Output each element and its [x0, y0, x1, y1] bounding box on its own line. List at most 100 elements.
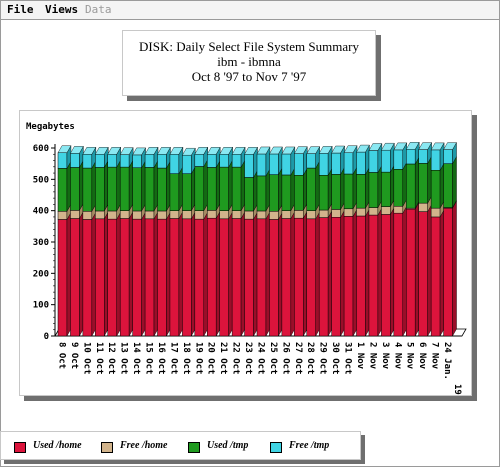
bar-free-home-18 — [269, 211, 279, 220]
bar-free-tmp-25-top — [356, 144, 370, 153]
x-tick-label-3: 10 Oct — [81, 342, 91, 375]
bar-free-home-3 — [82, 211, 93, 220]
bar-used-tmp-31 — [430, 169, 441, 209]
bar-used-tmp-20 — [294, 175, 304, 211]
bar-free-home-8 — [144, 210, 155, 220]
bar-free-tmp-29 — [406, 149, 416, 165]
x-tick-label-32: 24 Jan. — [442, 342, 452, 380]
bar-free-tmp-9 — [157, 154, 167, 169]
bar-free-home-24 — [343, 208, 354, 217]
x-tick-label-31: 7 Nov — [430, 342, 440, 370]
bar-free-tmp-16 — [244, 154, 254, 178]
x-tick-label-21: 28 Oct — [305, 342, 315, 375]
bar-used-home-29 — [406, 208, 416, 337]
y-tick-label-100: 100 — [33, 301, 49, 311]
bar-free-home-6 — [119, 210, 130, 219]
x-tick-label-23: 30 Oct — [330, 342, 340, 375]
bar-used-home-16 — [244, 218, 254, 337]
bar-used-home-9 — [157, 218, 167, 337]
bar-used-tmp-22 — [318, 175, 329, 211]
bar-free-tmp-28-top — [393, 142, 408, 151]
x-tick-label-24: 31 Oct — [343, 342, 353, 375]
bar-used-tmp-32 — [443, 163, 453, 208]
bar-used-tmp-18 — [269, 174, 279, 212]
bar-used-home-17 — [256, 218, 267, 337]
bar-free-tmp-10 — [169, 154, 180, 174]
legend-swatch-used-home — [14, 442, 26, 453]
x-tick-label-14: 21 Oct — [218, 342, 228, 375]
chart-date-range: Oct 8 '97 to Nov 7 '97 — [191, 69, 307, 84]
bar-free-home-30 — [418, 202, 428, 212]
bar-used-home-10 — [169, 218, 180, 337]
legend-label-used-tmp: Used /tmp — [207, 440, 249, 451]
x-tick-label-30: 6 Nov — [417, 342, 427, 370]
bar-free-tmp-1 — [57, 152, 68, 169]
bar-free-tmp-4-top — [94, 147, 109, 155]
x-tick-sublabel-32: 1998 — [452, 384, 462, 395]
bar-used-home-3 — [82, 219, 93, 337]
chart-title: DISK: Daily Select File System Summary — [139, 39, 359, 54]
legend-swatch-free-tmp — [270, 442, 282, 453]
menu-data[interactable]: Data — [85, 3, 112, 16]
x-tick-label-18: 25 Oct — [268, 342, 278, 375]
x-tick-label-13: 20 Oct — [206, 342, 216, 375]
bar-used-home-28 — [393, 212, 404, 337]
bar-used-tmp-23 — [331, 174, 341, 210]
y-tick-label-200: 200 — [33, 269, 49, 279]
bar-used-tmp-3 — [82, 167, 93, 212]
x-tick-label-11: 18 Oct — [181, 342, 191, 375]
bar-used-tmp-12 — [194, 166, 205, 211]
bar-free-tmp-24-top — [343, 145, 358, 153]
bar-free-home-9 — [157, 210, 167, 220]
legend: Used /home Free /home Used /tmp Free /tm… — [0, 431, 361, 460]
bar-used-tmp-24 — [343, 173, 354, 210]
bar-free-home-19 — [281, 210, 292, 219]
y-axis-label: Megabytes — [26, 122, 75, 132]
bar-free-home-27 — [381, 206, 391, 215]
bar-used-home-7 — [132, 218, 142, 337]
bar-free-tmp-3-top — [82, 147, 97, 155]
chart-subtitle-host: ibm - ibmna — [217, 54, 281, 69]
x-tick-label-15: 22 Oct — [231, 342, 241, 375]
bar-free-home-7 — [132, 210, 142, 220]
menu-views[interactable]: Views — [45, 3, 79, 16]
x-tick-label-8: 15 Oct — [144, 342, 154, 375]
bar-used-home-24 — [343, 216, 354, 337]
bar-free-tmp-19 — [281, 153, 292, 176]
menu-bar: File Views Data — [0, 0, 500, 20]
bar-free-tmp-3 — [82, 154, 93, 169]
bar-free-home-20 — [294, 210, 304, 219]
bar-used-home-30 — [418, 211, 428, 337]
bar-free-tmp-17 — [256, 153, 267, 177]
bar-used-tmp-7 — [132, 167, 142, 212]
bar-used-tmp-19 — [281, 174, 292, 211]
bar-free-home-11 — [182, 210, 192, 220]
y-tick-label-500: 500 — [33, 175, 49, 185]
bar-used-tmp-8 — [144, 167, 155, 212]
bar-free-home-2 — [70, 210, 80, 219]
bar-free-tmp-5 — [107, 154, 117, 168]
bar-free-tmp-8 — [144, 154, 155, 168]
x-tick-label-17: 24 Oct — [255, 342, 265, 375]
bar-free-tmp-26 — [368, 150, 379, 173]
bar-used-home-6 — [119, 218, 130, 337]
bar-free-tmp-20 — [294, 153, 304, 176]
menu-file[interactable]: File — [7, 3, 34, 16]
bar-used-home-2 — [70, 218, 80, 337]
bar-free-tmp-17-top — [256, 146, 271, 155]
bar-free-tmp-29-top — [405, 142, 420, 150]
bar-free-tmp-28 — [393, 149, 404, 170]
bar-used-tmp-2 — [70, 167, 80, 211]
x-tick-label-29: 5 Nov — [405, 342, 415, 370]
bar-free-home-12 — [194, 210, 205, 220]
bar-used-tmp-1 — [57, 168, 68, 212]
x-tick-label-2: 9 Oct — [69, 342, 79, 369]
bar-used-tmp-16 — [244, 177, 254, 212]
bar-free-tmp-31 — [430, 149, 441, 171]
bar-used-tmp-30 — [418, 163, 428, 204]
bar-free-home-28 — [393, 206, 404, 214]
legend-label-free-home: Free /home — [120, 440, 168, 451]
bar-free-tmp-14 — [219, 154, 229, 168]
legend-label-free-tmp: Free /tmp — [289, 440, 330, 451]
bar-free-tmp-19-top — [281, 146, 296, 155]
